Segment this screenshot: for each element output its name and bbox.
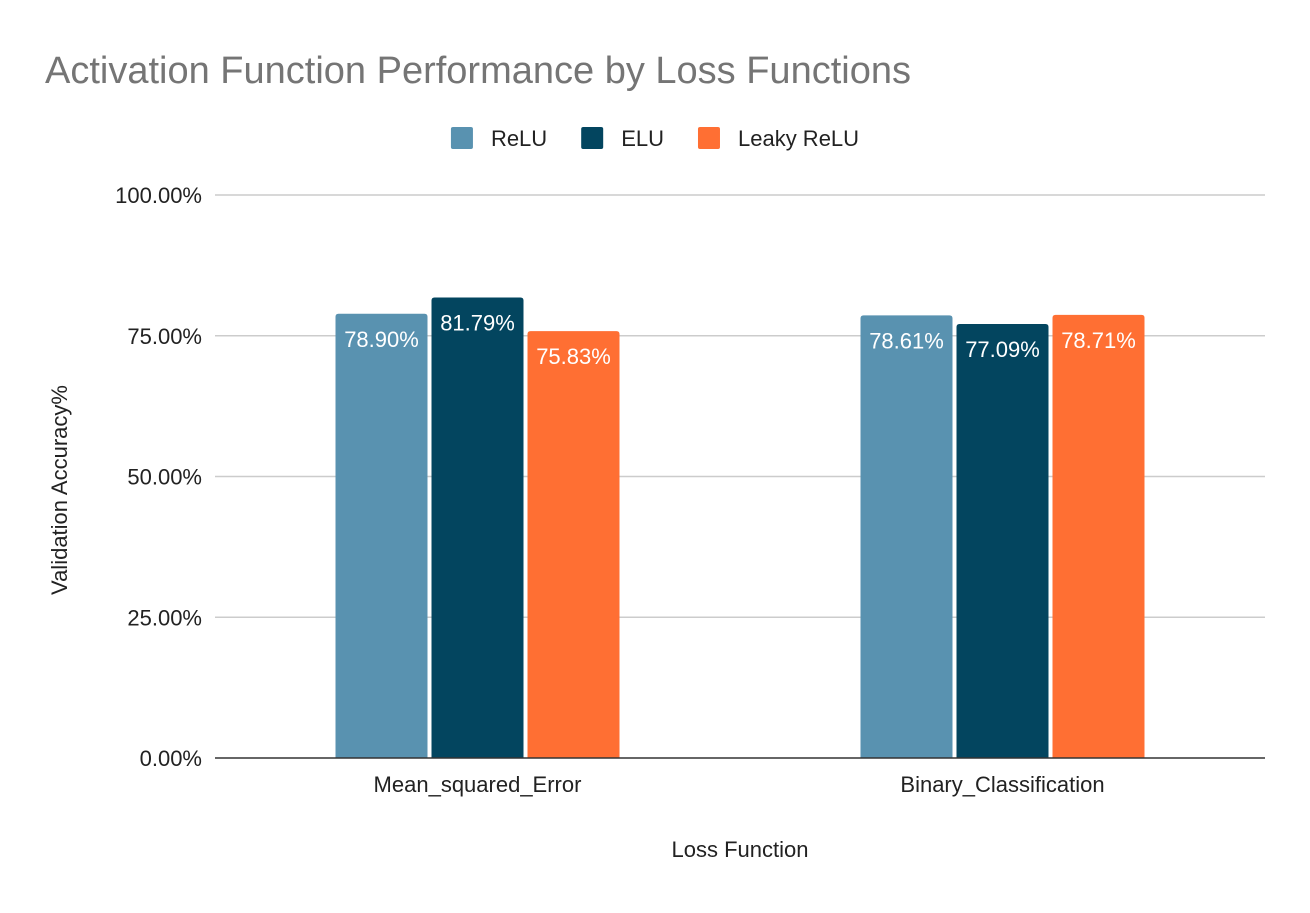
chart-title: Activation Function Performance by Loss …	[45, 50, 911, 92]
x-tick-label: Mean_squared_Error	[374, 772, 582, 797]
legend-swatch-relu	[450, 127, 473, 149]
y-axis-title: Validation Accuracy%	[47, 385, 72, 595]
bar-elu-0	[431, 297, 524, 758]
x-tick-label: Binary_Classification	[900, 772, 1104, 797]
bars	[335, 297, 1145, 758]
x-axis-ticks: Mean_squared_Error Binary_Classification	[374, 772, 1105, 797]
y-tick-label: 25.00%	[127, 605, 202, 630]
legend: ReLU ELU Leaky ReLU	[450, 126, 859, 151]
legend-label: ELU	[621, 126, 664, 151]
data-label: 81.79%	[440, 311, 515, 336]
bar-elu-1	[956, 323, 1049, 758]
data-label: 78.90%	[344, 327, 419, 352]
bar-relu-1	[860, 315, 953, 758]
bar-leaky-relu-1	[1052, 314, 1145, 758]
y-tick-label: 100.00%	[115, 183, 202, 208]
x-axis-title: Loss Function	[672, 837, 809, 862]
data-labels: 78.90% 81.79% 75.83% 78.61% 77.09% 78.71%	[344, 311, 1136, 370]
data-label: 78.61%	[869, 328, 944, 353]
y-tick-label: 50.00%	[127, 465, 202, 490]
legend-swatch-leaky-relu	[697, 127, 720, 149]
data-label: 77.09%	[965, 337, 1040, 362]
legend-label: Leaky ReLU	[738, 126, 859, 151]
bar-relu-0	[335, 313, 428, 758]
bar-leaky-relu-0	[527, 331, 620, 758]
y-axis-ticks: 0.00% 25.00% 50.00% 75.00% 100.00%	[115, 183, 202, 771]
data-label: 75.83%	[536, 344, 611, 369]
y-tick-label: 75.00%	[127, 324, 202, 349]
legend-label: ReLU	[491, 126, 547, 151]
legend-swatch-elu	[581, 127, 604, 149]
y-tick-label: 0.00%	[140, 746, 202, 771]
data-label: 78.71%	[1061, 328, 1136, 353]
